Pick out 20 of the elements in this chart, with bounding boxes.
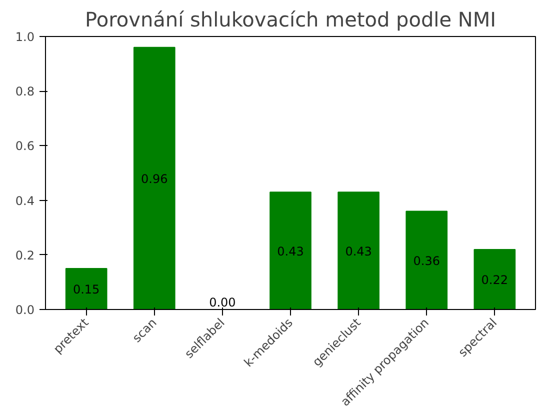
data-label: 0.96 <box>141 172 168 186</box>
chart-title: Porovnání shlukovacích metod podle NMI <box>85 8 496 32</box>
y-tick-label: 0.0 <box>15 303 35 317</box>
bar <box>270 192 312 310</box>
y-tick-label: 0.4 <box>15 194 35 208</box>
data-label: 0.43 <box>277 244 304 258</box>
bar <box>133 46 176 310</box>
data-label: 0.43 <box>345 244 372 258</box>
y-tick-label: 0.8 <box>15 84 35 99</box>
y-tick-label: 0.6 <box>15 139 35 154</box>
data-label: 0.22 <box>481 272 508 287</box>
bar <box>406 210 448 310</box>
bar <box>338 192 380 310</box>
data-label: 0.15 <box>72 282 100 297</box>
data-label: 0.00 <box>209 296 236 310</box>
bar <box>474 248 516 310</box>
y-tick-label: 0.2 <box>15 248 35 262</box>
bar <box>65 268 108 310</box>
y-tick-label: 1.0 <box>15 30 35 44</box>
data-label: 0.36 <box>413 254 440 268</box>
